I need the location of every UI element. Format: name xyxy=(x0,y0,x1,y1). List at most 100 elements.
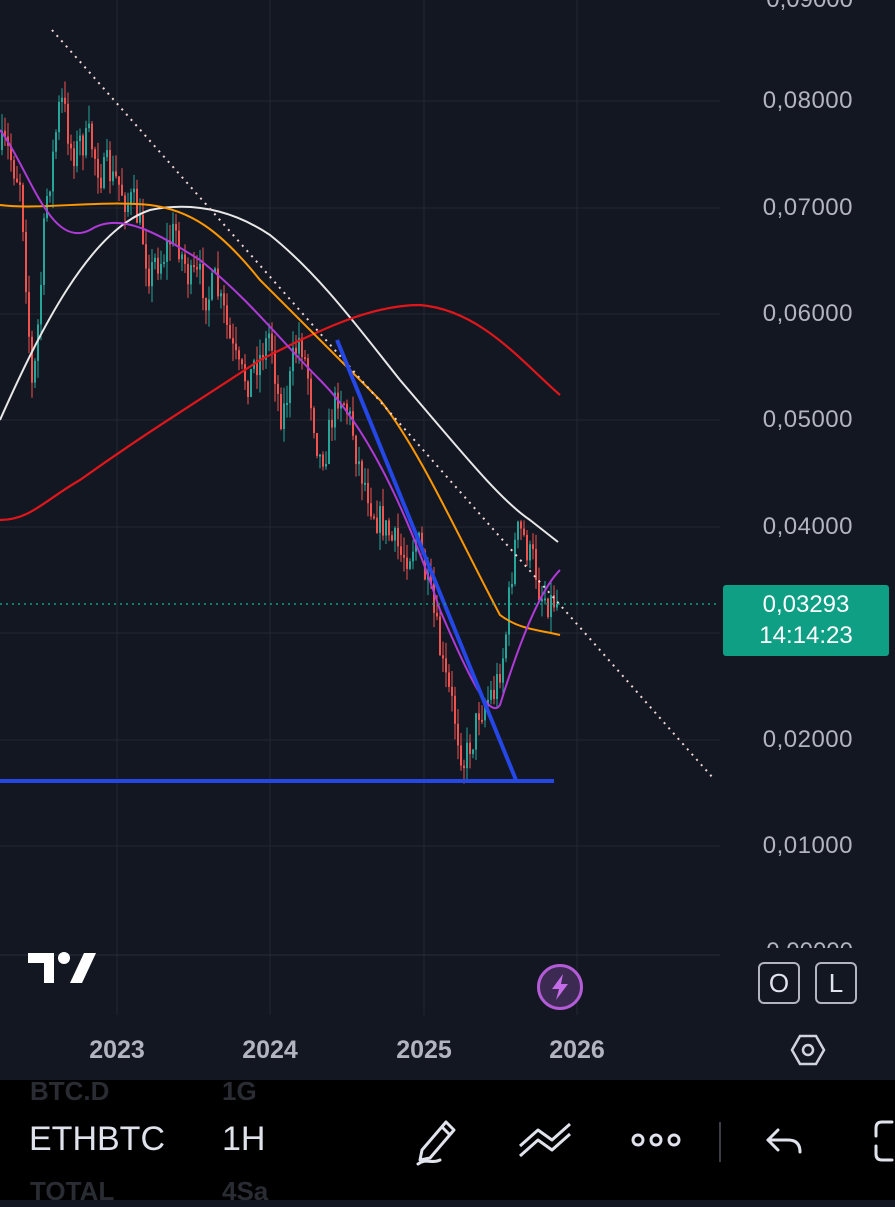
candle-body xyxy=(397,528,399,547)
candle-body xyxy=(370,503,372,517)
candle-body xyxy=(451,686,453,696)
lightning-bolt-icon[interactable] xyxy=(537,964,583,1010)
candle-body xyxy=(421,532,423,551)
candle-body xyxy=(343,403,345,406)
undo-arrow-icon[interactable] xyxy=(764,1124,804,1156)
y-axis-label: 0,06000 xyxy=(762,300,853,327)
candle-body xyxy=(109,150,111,182)
candle-body xyxy=(61,97,63,102)
candle-body xyxy=(112,171,114,182)
trend-lines-icon[interactable] xyxy=(516,1120,574,1160)
candle-body xyxy=(322,454,324,467)
current-price-value: 0,03293 xyxy=(762,591,850,618)
candle-body xyxy=(511,583,513,588)
candle-body xyxy=(67,103,69,144)
candle-body xyxy=(214,268,216,273)
candle-body xyxy=(127,204,129,212)
chart-grid xyxy=(0,0,720,1015)
hexagon-settings-icon[interactable] xyxy=(790,1032,826,1068)
candle-body xyxy=(526,534,528,561)
candle-body xyxy=(178,230,180,260)
candle-body xyxy=(310,378,312,409)
candle-body xyxy=(34,360,36,383)
candle-body xyxy=(529,544,531,561)
candle-body xyxy=(439,616,441,656)
candle-body xyxy=(193,265,195,268)
candle-body xyxy=(493,689,495,699)
candle-body xyxy=(151,262,153,287)
price-chart[interactable] xyxy=(0,0,895,1080)
log-scale-toggle-button[interactable]: L xyxy=(815,962,857,1004)
candle-body xyxy=(505,634,507,659)
candle-body xyxy=(316,432,318,456)
y-axis-label: 0,08000 xyxy=(762,87,853,114)
candle-body xyxy=(466,742,468,769)
candle-body xyxy=(154,257,156,263)
candle-body xyxy=(232,338,234,344)
trendline-blue-diagonal xyxy=(335,339,518,781)
candle-body xyxy=(211,272,213,300)
candle-body xyxy=(508,587,510,635)
candle-body xyxy=(22,184,24,233)
x-axis-label: 2025 xyxy=(396,1036,452,1064)
candle-body xyxy=(244,364,246,382)
candle-body xyxy=(235,343,237,351)
candle-body xyxy=(340,403,342,409)
candle-body xyxy=(46,196,48,219)
candle-body xyxy=(13,160,15,179)
candle-body xyxy=(163,261,165,264)
candle-body xyxy=(88,123,90,129)
candle-body xyxy=(199,263,201,270)
candle-body xyxy=(265,338,267,360)
candle-body xyxy=(391,535,393,541)
symbol-selector[interactable]: ETHBTC xyxy=(29,1120,165,1158)
candle-body xyxy=(94,149,96,159)
candle-body xyxy=(208,299,210,311)
candle-body xyxy=(28,292,30,337)
candle-body xyxy=(442,655,444,659)
candle-body xyxy=(412,551,414,562)
candle-body xyxy=(457,723,459,746)
candle-body xyxy=(490,689,492,700)
fullscreen-icon[interactable] xyxy=(868,1118,895,1162)
candle-body xyxy=(292,347,294,372)
more-dots-icon[interactable] xyxy=(628,1128,684,1152)
candle-body xyxy=(379,506,381,533)
interval-selector[interactable]: 1H xyxy=(222,1120,266,1158)
candle-body xyxy=(352,411,354,436)
candle-body xyxy=(475,713,477,750)
candle-body xyxy=(409,561,411,569)
candlestick-series xyxy=(1,81,558,784)
ohlc-toggle-button[interactable]: O xyxy=(758,962,800,1004)
candle-body xyxy=(406,557,408,569)
candle-body xyxy=(145,244,147,269)
candle-body xyxy=(286,402,288,405)
candle-body xyxy=(91,123,93,150)
candle-body xyxy=(499,673,501,683)
candle-body xyxy=(544,598,546,601)
candle-body xyxy=(10,145,12,161)
candle-body xyxy=(514,539,516,584)
candle-body xyxy=(184,254,186,264)
candle-body xyxy=(118,176,120,185)
candle-body xyxy=(541,599,543,602)
candle-body xyxy=(520,521,522,529)
candle-body xyxy=(538,579,540,601)
candle-body xyxy=(49,191,51,197)
pencil-icon[interactable] xyxy=(414,1114,462,1166)
candle-body xyxy=(547,598,549,618)
candle-body xyxy=(70,143,72,149)
candle-body xyxy=(82,135,84,156)
candle-body xyxy=(259,354,261,376)
candle-body xyxy=(268,333,270,339)
y-axis-label: 0,04000 xyxy=(762,513,853,540)
y-axis-label-partial-bottom: 0,00000 xyxy=(766,938,853,948)
candle-body xyxy=(325,463,327,467)
candle-body xyxy=(31,336,33,383)
candle-body xyxy=(103,157,105,189)
candle-body xyxy=(532,544,534,549)
candle-body xyxy=(97,158,99,178)
candle-body xyxy=(373,516,375,519)
candle-body xyxy=(148,268,150,287)
candle-body xyxy=(1,130,3,150)
